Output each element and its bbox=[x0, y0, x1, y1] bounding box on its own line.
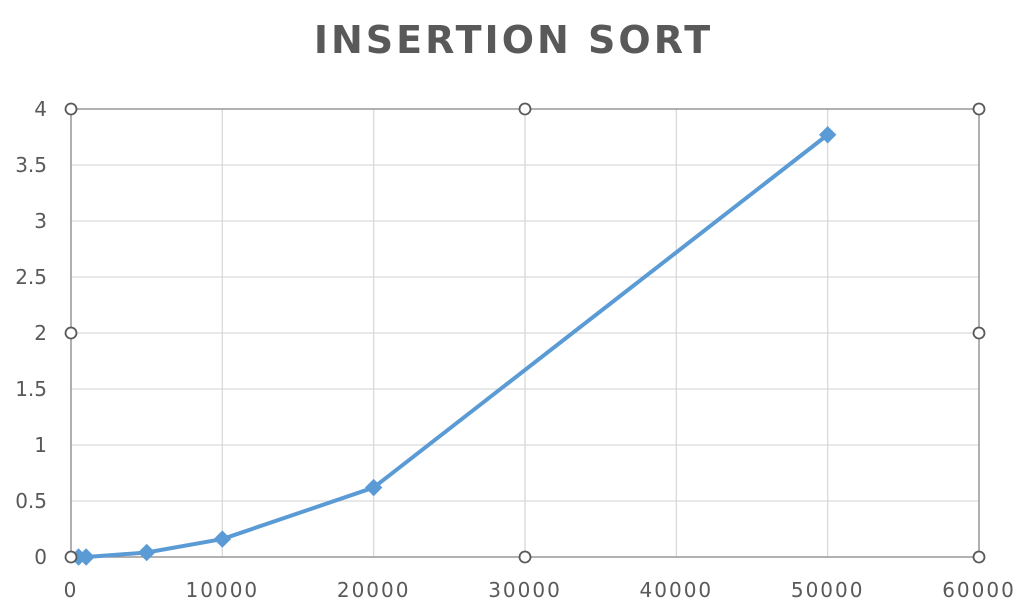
x-tick-label: 20000 bbox=[337, 578, 411, 602]
y-tick-label: 3.5 bbox=[15, 153, 47, 177]
resize-handle[interactable] bbox=[518, 550, 532, 564]
y-tick-label: 1.5 bbox=[15, 377, 47, 401]
y-tick-label: 0.5 bbox=[15, 489, 47, 513]
chart-title: INSERTION SORT bbox=[313, 18, 714, 62]
resize-handle[interactable] bbox=[972, 326, 986, 340]
x-tick-label: 0 bbox=[64, 578, 79, 602]
data-point-marker bbox=[364, 478, 383, 497]
data-point-marker bbox=[137, 543, 156, 562]
series-line bbox=[76, 132, 830, 559]
x-axis-tick-labels: 0 10000 20000 30000 40000 50000 60000 bbox=[64, 578, 1016, 602]
resize-handle[interactable] bbox=[64, 326, 78, 340]
y-axis-tick-labels: 0 0.5 1 1.5 2 2.5 3 3.5 4 bbox=[15, 97, 47, 569]
y-tick-label: 1 bbox=[34, 433, 47, 457]
gridlines bbox=[70, 108, 980, 558]
resize-handle[interactable] bbox=[64, 102, 78, 116]
selection-handles[interactable] bbox=[64, 102, 986, 564]
y-tick-label: 4 bbox=[34, 97, 47, 121]
data-point-marker bbox=[77, 548, 95, 566]
resize-handle[interactable] bbox=[972, 550, 986, 564]
x-tick-label: 10000 bbox=[186, 578, 260, 602]
x-tick-label: 40000 bbox=[640, 578, 714, 602]
data-point-marker bbox=[213, 530, 232, 548]
y-tick-label: 2 bbox=[34, 321, 47, 345]
resize-handle[interactable] bbox=[64, 550, 78, 564]
x-tick-label: 60000 bbox=[942, 578, 1016, 602]
y-tick-label: 2.5 bbox=[15, 265, 47, 289]
resize-handle[interactable] bbox=[972, 102, 986, 116]
x-tick-label: 50000 bbox=[791, 578, 865, 602]
y-tick-label: 3 bbox=[34, 209, 47, 233]
y-tick-label: 0 bbox=[34, 545, 47, 569]
data-point-marker bbox=[818, 126, 837, 144]
resize-handle[interactable] bbox=[518, 102, 532, 116]
x-tick-label: 30000 bbox=[488, 578, 562, 602]
series-layer bbox=[69, 126, 837, 566]
